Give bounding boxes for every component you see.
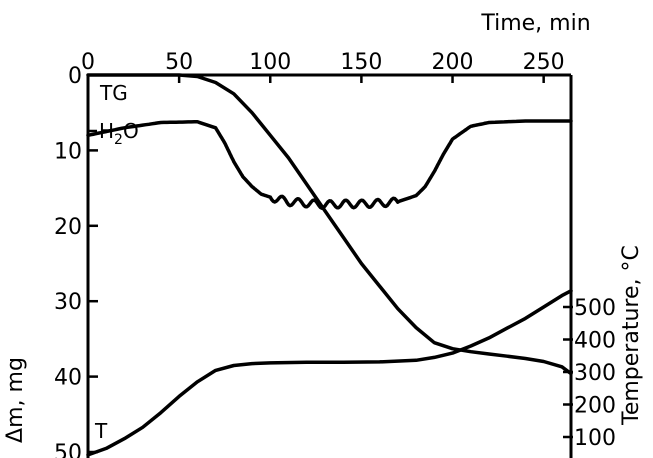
left-tick-label: 10 xyxy=(54,139,82,164)
top-tick-label: 200 xyxy=(432,50,474,75)
right-axis-ticks: 100 200 300 400 500 xyxy=(563,296,616,451)
right-tick-label: 300 xyxy=(574,361,616,386)
series-label-h2o: H2O xyxy=(99,119,139,148)
series-label-t: T xyxy=(94,419,108,443)
left-tick-label: 20 xyxy=(54,215,82,240)
series-label-h2o-o: O xyxy=(123,119,139,143)
series-line-t xyxy=(86,289,573,457)
left-tick-label: 40 xyxy=(54,366,82,391)
right-axis-title: Temperature, °C xyxy=(619,245,644,426)
right-tick-label: 200 xyxy=(574,394,616,419)
right-tick-label: 500 xyxy=(574,296,616,321)
series-line-h2o xyxy=(86,119,573,210)
series-label-h2o-sub: 2 xyxy=(114,132,123,148)
right-tick-label: 100 xyxy=(574,426,616,451)
top-tick-label: 150 xyxy=(340,50,382,75)
left-tick-label: 30 xyxy=(54,290,82,315)
left-tick-label: 50 xyxy=(54,441,82,458)
left-axis-ticks: 0 10 20 30 40 50 xyxy=(54,64,98,458)
left-tick-label: 0 xyxy=(68,64,82,89)
top-tick-label: 0 xyxy=(81,50,95,75)
series-layer xyxy=(86,73,573,457)
top-tick-label: 250 xyxy=(523,50,565,75)
top-tick-label: 100 xyxy=(249,50,291,75)
series-line-tg xyxy=(86,73,573,376)
top-tick-label: 50 xyxy=(165,50,193,75)
series-label-h2o-h: H xyxy=(99,119,114,143)
top-axis-title: Time, min xyxy=(480,11,590,36)
right-tick-label: 400 xyxy=(574,329,616,354)
top-axis-ticks: 0 50 100 150 200 250 xyxy=(81,50,565,83)
left-axis-title: Δm, mg xyxy=(3,357,28,443)
series-label-tg: TG xyxy=(99,81,128,105)
